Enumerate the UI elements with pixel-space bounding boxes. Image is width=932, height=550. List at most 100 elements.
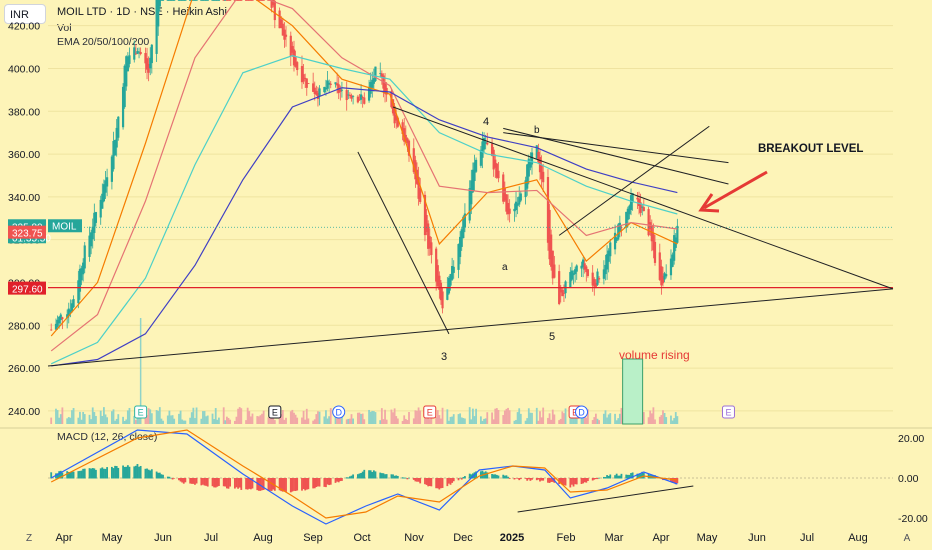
macd-histogram-bar [484,471,487,479]
volume-bar [317,411,319,424]
chart-title[interactable]: MOIL LTD · 1D · NSE · Heikin Ashi [57,6,227,18]
currency-selector[interactable]: INR [4,4,46,24]
volume-bar [542,407,545,424]
event-marker-circle [575,405,589,419]
candle-body [318,88,321,96]
macd-histogram-bar [518,478,521,481]
volume-bar [508,410,511,424]
macd-histogram-bar [452,478,455,482]
volume-bar [503,410,506,424]
macd-histogram-bar [173,478,176,479]
macd-histogram-bar [369,470,372,479]
candle-body [551,250,554,279]
volume-bar [55,408,57,424]
volume-bar [122,416,124,424]
candle-body [503,188,506,201]
candle-body [200,0,203,1]
volume-bar [226,416,228,424]
candle-body [669,258,673,276]
macd-histogram-bar [99,468,102,479]
candle-body [340,89,344,91]
volume-bar [460,417,463,424]
macd-histogram-bar [69,472,72,479]
macd-histogram-bar [575,478,578,485]
macd-histogram-bar [181,478,184,483]
macd-histogram-bar [157,472,160,479]
volume-bar [273,420,276,424]
candle-body [211,0,214,1]
candle-body [93,212,96,234]
macd-histogram-bar [547,478,549,483]
volume-bar [360,413,362,424]
wave-3-label: 3 [441,351,447,363]
ema-indicator-label[interactable]: EMA 20/50/100/200 [57,36,150,48]
volume-bar [435,416,438,424]
macd-histogram-bar [412,478,415,480]
candle-body [439,282,443,301]
candle-body [351,96,355,98]
candle-body [179,0,182,1]
volume-bar [104,414,107,424]
volume-bar [341,412,343,424]
macd-histogram-bar [615,473,618,479]
macd-histogram-bar [162,474,164,479]
macd-histogram-bar [77,471,80,479]
event-marker-d: D [575,405,589,419]
candle-body [492,149,495,170]
candle-body [189,0,192,1]
volume-bar [403,415,406,424]
volume-bar [598,420,600,424]
candle-body [625,211,628,228]
macd-histogram-bar [486,472,489,479]
volume-bar [371,410,374,424]
auto-scale-corner[interactable]: A [903,533,911,544]
candle-body [169,0,173,1]
candle-body [513,208,516,212]
volume-bar [652,407,655,424]
candle-body [436,265,439,287]
macd-histogram-bar [614,475,616,479]
volume-bar [385,419,388,424]
macd-histogram-bar [427,478,430,487]
macd-histogram-bar [307,478,310,490]
breakout-level-label: BREAKOUT LEVEL [758,143,863,155]
candle-body [620,227,623,229]
event-marker-letter: E [427,408,433,418]
candle-body [530,152,534,165]
candle-body [374,66,377,81]
volume-bar [162,420,164,424]
volume-bar [502,415,505,424]
timezone-corner[interactable]: Z [25,533,33,544]
candle-body [371,79,374,88]
volume-indicator-label[interactable]: Vol [57,22,72,34]
volume-bar [620,407,623,424]
candle-body [90,232,93,247]
price-tick-label: 400.00 [8,63,40,75]
candle-body [56,319,59,327]
volume-bar [607,414,610,424]
volume-bar [479,416,482,424]
volume-bar [419,410,422,424]
macd-histogram-bar [262,478,265,490]
macd-divergence-line [517,485,694,513]
candle-body [658,252,661,280]
candle-body [206,0,209,1]
volume-bar [147,408,150,424]
volume-bar [484,418,487,424]
macd-histogram-bar [128,466,131,479]
volume-bar [417,407,420,424]
macd-histogram-bar [285,478,287,492]
candle-body [652,233,655,251]
macd-histogram-bar [283,478,286,492]
b-line-upper [503,132,729,164]
macd-histogram-bar [95,469,97,479]
candle-body [542,171,545,183]
time-axis-label: Mar [604,532,624,544]
macd-histogram-bar [526,478,529,481]
candle-body [457,244,460,270]
volume-bar [334,416,337,424]
volume-bar [194,418,196,424]
volume-bar [412,418,415,424]
candle-body [359,94,363,100]
